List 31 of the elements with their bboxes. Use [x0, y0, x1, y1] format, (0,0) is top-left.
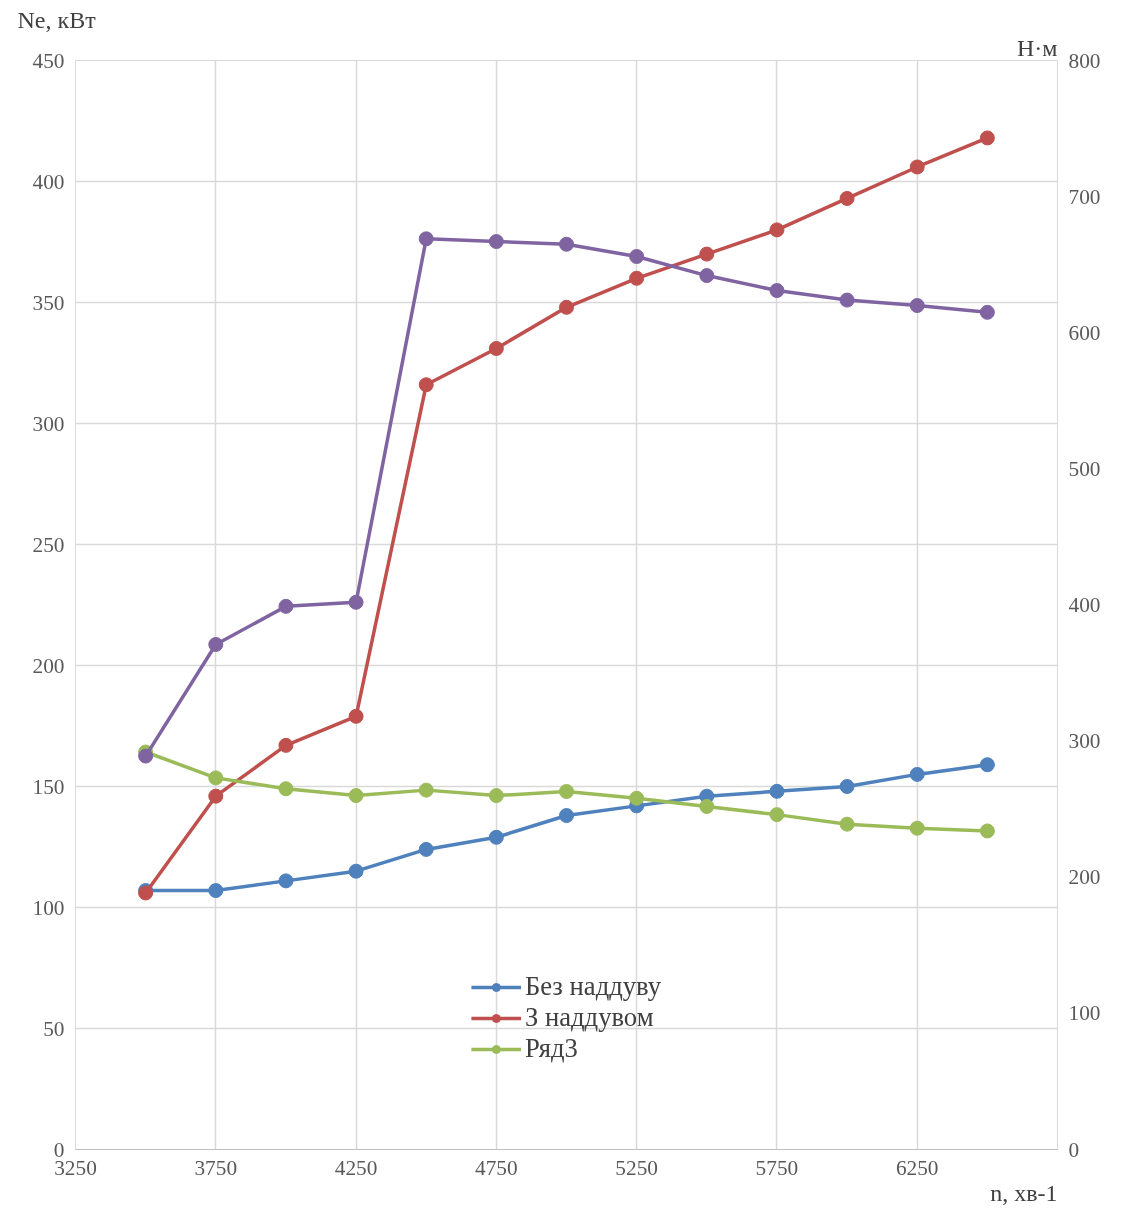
x-tick-label: 6250: [895, 1155, 939, 1180]
y-tick-label: 450: [32, 48, 65, 73]
y2-tick-label: 100: [1068, 1001, 1101, 1026]
legend-label: З наддувом: [524, 1002, 654, 1033]
x-axis-title: n, хв-1: [990, 1179, 1058, 1206]
y-tick-label: 400: [32, 169, 65, 194]
y-tick-label: 350: [32, 290, 65, 315]
y-tick-label: 200: [32, 653, 65, 678]
y2-tick-label: 600: [1068, 320, 1101, 345]
y2-tick-label: 0: [1068, 1137, 1080, 1162]
y2-tick-label: 400: [1068, 593, 1101, 617]
y2-tick-label: 300: [1068, 729, 1101, 754]
legend-label: Ряд3: [524, 1033, 578, 1064]
y-tick-label: 50: [43, 1016, 65, 1041]
legend-label: Без наддуву: [524, 971, 662, 1002]
y-tick-label: 0: [53, 1137, 65, 1162]
y-tick-label: 100: [32, 895, 65, 920]
y-tick-label: 150: [32, 774, 65, 799]
x-tick-label: 5750: [755, 1155, 799, 1180]
y2-tick-label: 800: [1068, 48, 1101, 73]
y-tick-label: 300: [32, 411, 65, 436]
x-tick-label: 5250: [615, 1155, 658, 1180]
x-tick-label: 3750: [194, 1155, 238, 1180]
x-tick-label: 4250: [334, 1155, 378, 1180]
y-axis-title: Ne, кВт: [17, 6, 97, 33]
y2-axis-title: Н·м: [1016, 34, 1058, 61]
y-tick-label: 250: [32, 532, 65, 557]
y2-tick-label: 500: [1068, 456, 1101, 481]
y2-tick-label: 700: [1068, 184, 1101, 209]
y2-tick-label: 200: [1068, 865, 1101, 890]
x-tick-label: 4750: [475, 1155, 518, 1180]
